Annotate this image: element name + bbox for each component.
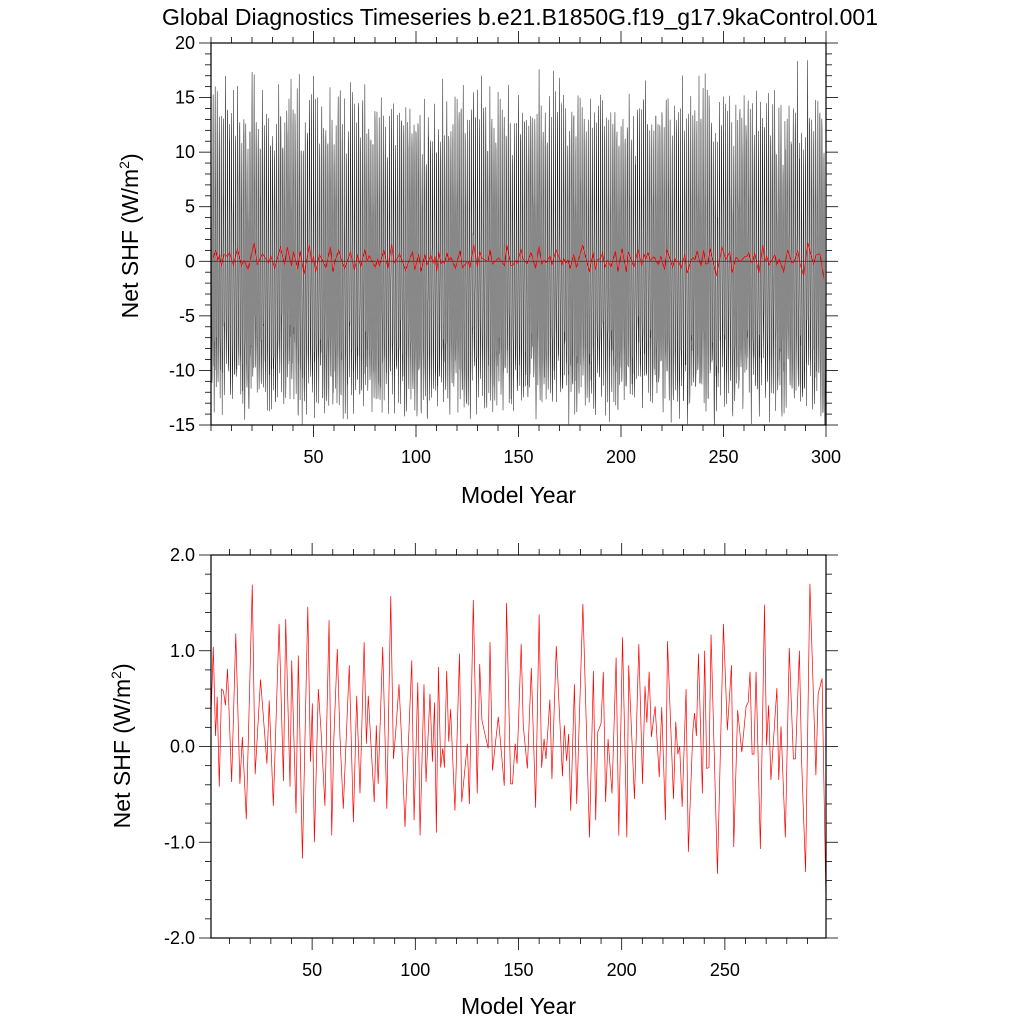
x-tick-label: 50 [303, 447, 323, 467]
y-tick-label: 20 [175, 33, 195, 53]
x-tick-label: 200 [606, 447, 636, 467]
x-tick-label: 200 [607, 960, 637, 980]
annual-mean-line [211, 583, 826, 904]
y-tick-label: 10 [175, 142, 195, 162]
y-tick-label: -15 [169, 415, 195, 435]
x-tick-label: 150 [503, 960, 533, 980]
x-tick-label: 100 [400, 960, 430, 980]
bottom-x-axis-label: Model Year [460, 993, 577, 1019]
x-tick-label: 50 [302, 960, 322, 980]
top-panel: 50 100 150 200 250 300 -15 -10 -5 0 5 10 15 20 [169, 31, 841, 467]
top-y-axis-label: Net SHF (W/m2) [116, 153, 143, 319]
y-tick-label: 0 [185, 251, 195, 271]
y-tick-label: 2.0 [170, 545, 195, 565]
x-tick-label: 150 [503, 447, 533, 467]
y-tick-label: -2.0 [164, 928, 195, 948]
x-tick-label: 300 [811, 447, 841, 467]
x-tick-label: 250 [708, 447, 738, 467]
annual-mean-line [212, 242, 825, 280]
y-tick-label: -5 [179, 306, 195, 326]
monthly-series-line [211, 60, 826, 425]
x-tick-label: 100 [401, 447, 431, 467]
y-tick-label: 5 [185, 197, 195, 217]
y-tick-label: 15 [175, 88, 195, 108]
y-tick-label: -10 [169, 360, 195, 380]
y-tick-label: -1.0 [164, 832, 195, 852]
top-x-axis-label: Model Year [460, 482, 577, 508]
chart-title: Global Diagnostics Timeseries b.e21.B185… [162, 4, 878, 30]
x-tick-label: 250 [710, 960, 740, 980]
y-tick-label: 1.0 [170, 641, 195, 661]
y-tick-label: 0.0 [170, 737, 195, 757]
bottom-y-axis-label: Net SHF (W/m2) [108, 663, 135, 829]
bottom-panel: 50 100 150 200 250 -2.0 -1.0 0.0 1.0 2.0 [164, 543, 838, 980]
